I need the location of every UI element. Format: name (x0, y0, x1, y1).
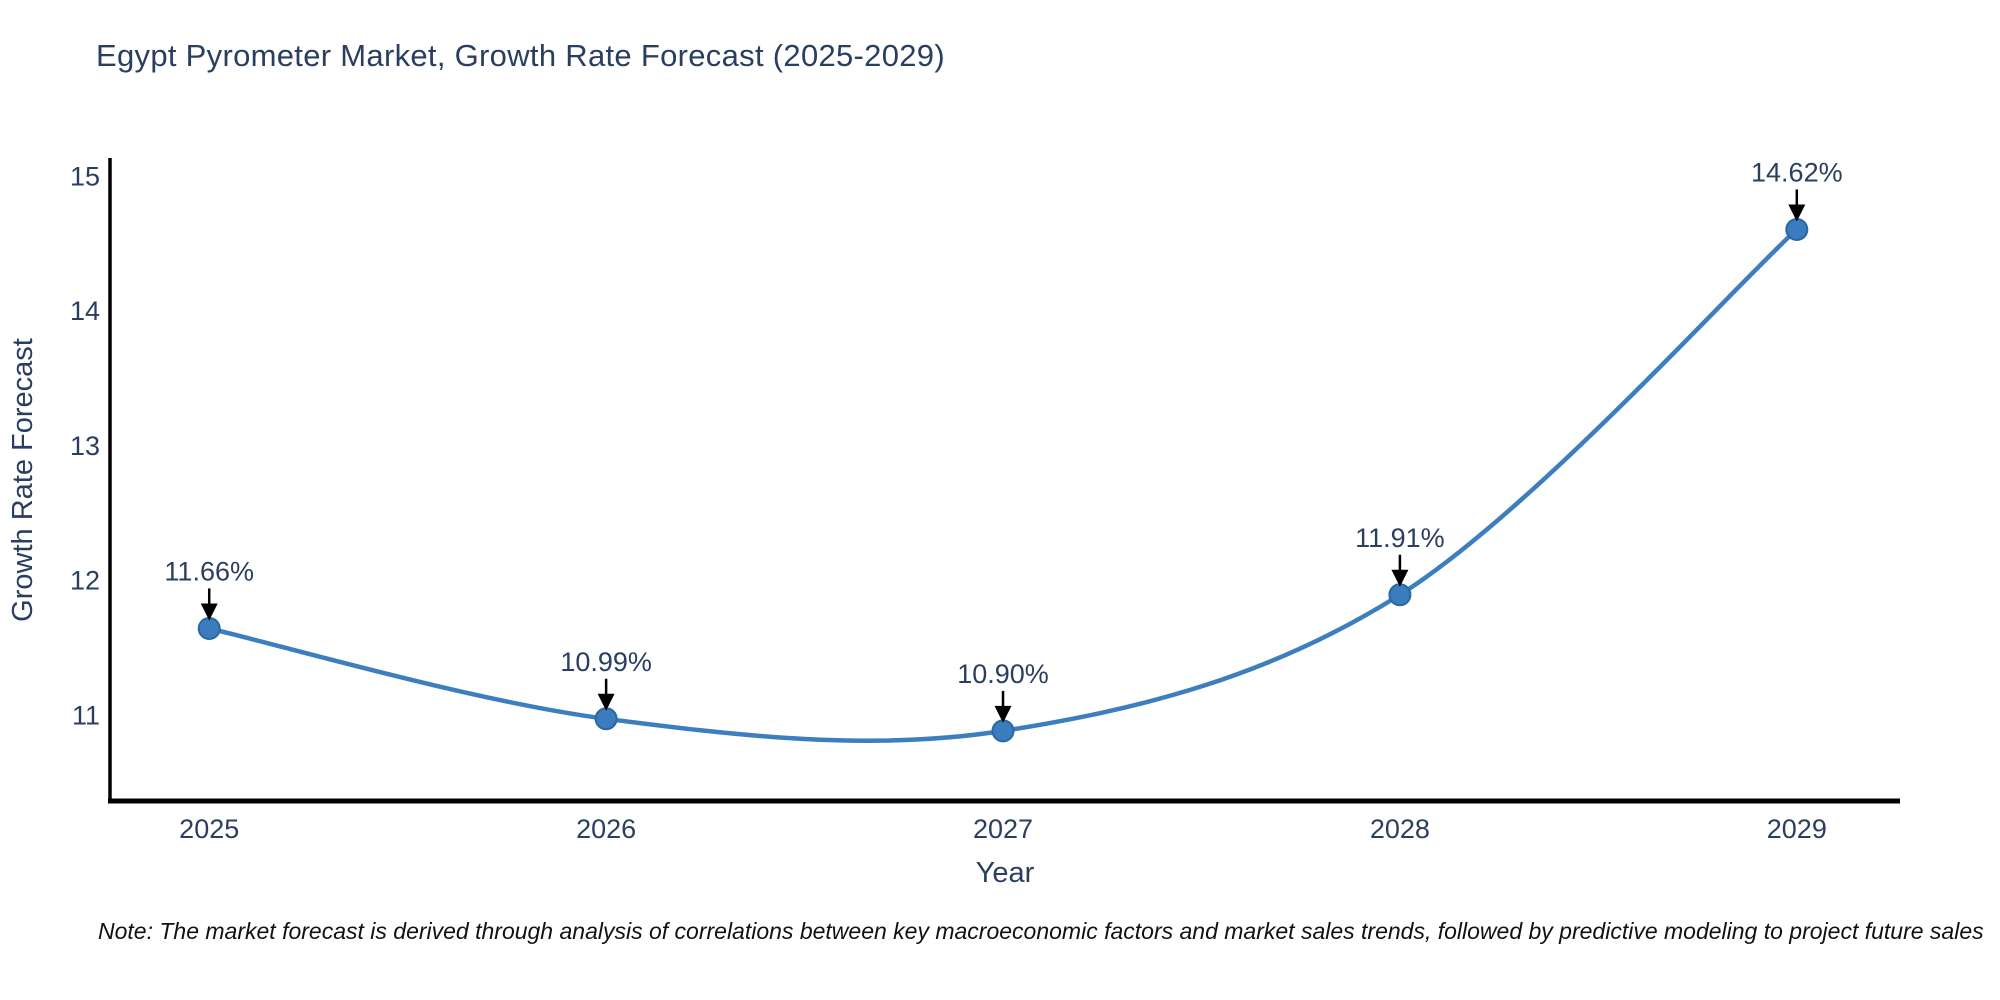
x-axis-title: Year (976, 857, 1035, 889)
annotation-arrowhead (1788, 204, 1806, 222)
annotation-arrowhead (994, 705, 1012, 723)
annotation-arrowhead (1391, 569, 1409, 587)
y-tick-label: 13 (70, 431, 100, 461)
annotation-label-2025: 11.66% (164, 556, 254, 586)
annotation-arrowhead (200, 603, 218, 621)
data-point-2027[interactable] (991, 719, 1015, 743)
x-tick-label: 2029 (1767, 814, 1827, 844)
y-tick-label: 12 (70, 566, 100, 596)
y-axis-title: Growth Rate Forecast (7, 338, 39, 622)
annotation-label-2026: 10.99% (560, 647, 652, 677)
annotation-label-2028: 11.91% (1355, 523, 1445, 553)
chart-title: Egypt Pyrometer Market, Growth Rate Fore… (96, 38, 945, 73)
data-point-2026[interactable] (594, 707, 618, 731)
x-tick-label: 2025 (179, 814, 239, 844)
y-tick-label: 14 (70, 296, 100, 326)
x-tick-label: 2026 (576, 814, 636, 844)
data-point-2025[interactable] (197, 616, 221, 640)
data-point-2029[interactable] (1785, 217, 1809, 241)
x-tick-label: 2028 (1370, 814, 1430, 844)
annotation-label-2029: 14.62% (1751, 157, 1843, 187)
data-point-2028[interactable] (1388, 583, 1412, 607)
annotation-arrowhead (597, 693, 615, 711)
annotation-label-2027: 10.90% (957, 659, 1049, 689)
x-tick-label: 2027 (973, 814, 1033, 844)
y-tick-label: 15 (70, 161, 100, 191)
y-tick-label: 11 (72, 701, 100, 731)
footnote-text: Note: The market forecast is derived thr… (98, 918, 1984, 944)
